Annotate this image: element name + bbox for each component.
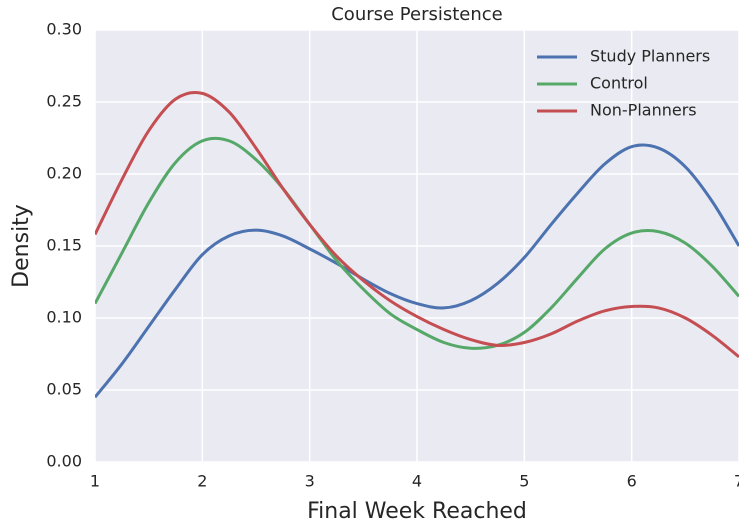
density-line xyxy=(95,136,739,350)
x-tick-label: 2 xyxy=(197,472,207,491)
x-tick-label: 3 xyxy=(305,472,315,491)
x-tick-label: 5 xyxy=(519,472,529,491)
y-tick-label: 0.30 xyxy=(46,20,82,39)
y-tick-label: 0.05 xyxy=(46,380,82,399)
y-axis-label: Density xyxy=(9,204,34,288)
y-tick-label: 0.15 xyxy=(46,236,82,255)
y-tick-label: 0.25 xyxy=(46,92,82,111)
density-line xyxy=(95,143,739,399)
legend-label: Study Planners xyxy=(590,47,710,66)
y-tick-label: 0.20 xyxy=(46,164,82,183)
legend-label: Non-Planners xyxy=(590,101,697,120)
chart-title: Course Persistence xyxy=(331,4,503,25)
y-tick-label: 0.00 xyxy=(46,452,82,471)
x-tick-label: 4 xyxy=(412,472,422,491)
x-axis-label: Final Week Reached xyxy=(307,499,527,524)
y-tick-label: 0.10 xyxy=(46,308,82,327)
legend-label: Control xyxy=(590,74,648,93)
x-tick-label: 7 xyxy=(734,472,739,491)
density-line xyxy=(95,90,739,359)
x-tick-label: 1 xyxy=(90,472,100,491)
x-tick-label: 6 xyxy=(627,472,637,491)
